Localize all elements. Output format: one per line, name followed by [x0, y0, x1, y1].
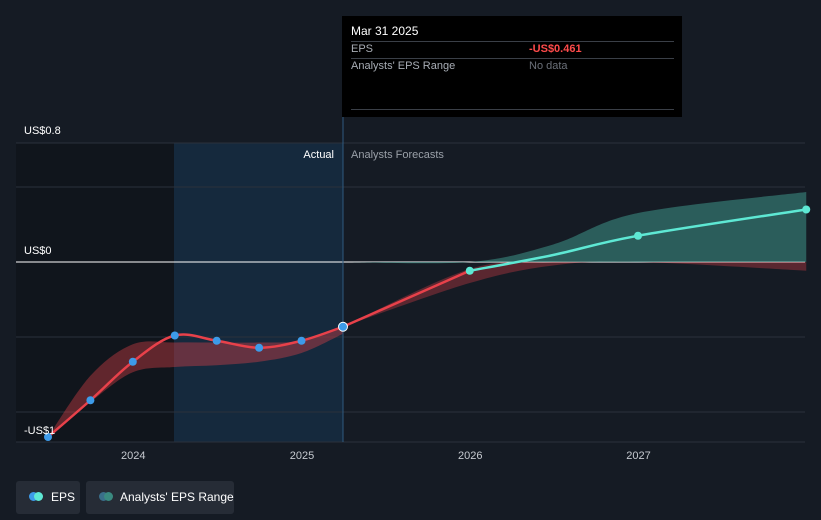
x-tick-label: 2025: [290, 450, 314, 462]
tooltip: Mar 31 2025 EPS -US$0.461 Analysts' EPS …: [342, 16, 682, 117]
legend-eps-label: EPS: [51, 490, 76, 504]
analysts-forecasts-label: Analysts Forecasts: [351, 149, 444, 161]
x-tick-label: 2026: [458, 450, 482, 462]
tooltip-eps-label: EPS: [351, 43, 374, 55]
eps-line-forecast-1: [341, 269, 472, 328]
actual-highlight: [174, 143, 343, 442]
legend-dot: [34, 492, 43, 501]
legend-dot: [104, 492, 113, 501]
tooltip-range-row: Analysts' EPS Range No data: [351, 58, 674, 74]
actual-label: Actual: [303, 149, 334, 161]
eps-point: [44, 433, 52, 441]
legend-dot: [99, 492, 108, 501]
eps-point: [297, 336, 306, 345]
y-tick-label: US$0.8: [24, 125, 61, 137]
eps-forecast-point: [634, 231, 642, 240]
y-tick-label: US$0: [24, 245, 52, 257]
legend-eps[interactable]: EPS: [16, 481, 80, 514]
eps-point: [128, 357, 137, 366]
tooltip-eps-row: EPS -US$0.461: [351, 41, 674, 57]
tooltip-range-label: Analysts' EPS Range: [351, 60, 456, 72]
tooltip-date: Mar 31 2025: [351, 24, 419, 38]
eps-point: [86, 396, 95, 405]
tooltip-eps-value: -US$0.461: [529, 43, 582, 55]
eps-range-band-forecast-positive: [343, 192, 807, 264]
eps-chart: US$0.8 US$0 -US$1 2024 2025 2026 2027 Actual Ana…: [16, 117, 811, 462]
tooltip-divider: [351, 58, 674, 59]
eps-point: [255, 343, 264, 352]
eps-point: [338, 321, 348, 332]
tooltip-range-value: No data: [529, 60, 568, 72]
y-tick-label: -US$1: [24, 425, 55, 437]
eps-forecast-point: [465, 266, 474, 275]
eps-line-forecast-2: [468, 208, 808, 272]
legend-dot: [29, 492, 38, 501]
eps-range-band-forecast-negative: [343, 261, 807, 327]
eps-forecast-point: [802, 205, 811, 214]
legend-eps-range-label: Analysts' EPS Range: [120, 490, 234, 504]
eps-point: [170, 331, 179, 340]
legend-eps-range[interactable]: Analysts' EPS Range: [86, 481, 234, 514]
eps-point: [212, 336, 221, 345]
past-shade: [16, 143, 174, 442]
eps-range-band-historical: [48, 326, 343, 437]
x-tick-label: 2024: [121, 450, 145, 462]
tooltip-divider: [351, 109, 674, 110]
x-tick-label: 2027: [626, 450, 650, 462]
tooltip-divider: [351, 41, 674, 42]
